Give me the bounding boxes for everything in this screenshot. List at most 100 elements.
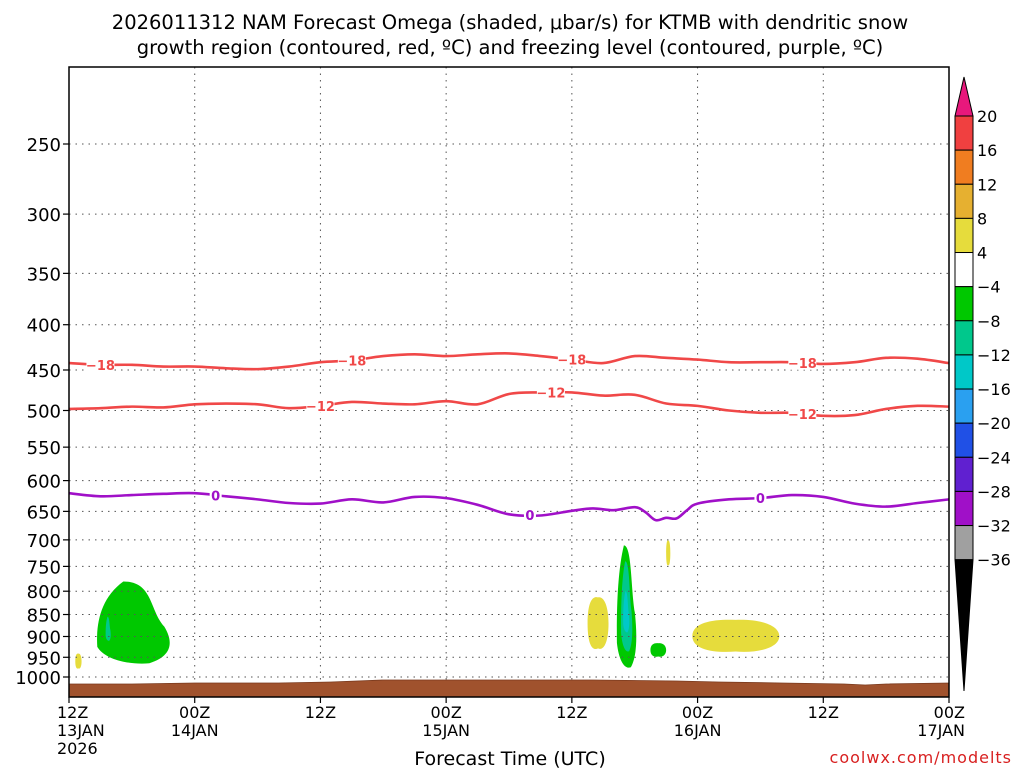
y-tick-label-700: 700 bbox=[27, 531, 61, 552]
y-tick-label-300: 300 bbox=[27, 205, 61, 226]
colorbar-label-13: −36 bbox=[977, 551, 1011, 570]
contour-label-2-1: 0 bbox=[525, 509, 534, 524]
contour-label-0-0: −18 bbox=[86, 359, 115, 374]
x-tick-label-0-0: 12Z bbox=[57, 703, 88, 722]
contour-label-bg-1-1 bbox=[536, 384, 565, 400]
x-tick-label-12-0: 00Z bbox=[179, 703, 210, 722]
y-tick-label-900: 900 bbox=[27, 627, 61, 648]
plot-frame bbox=[68, 66, 950, 698]
colorbar-label-4: 4 bbox=[977, 244, 987, 263]
colorbar-swatch-7 bbox=[954, 320, 974, 356]
colorbar-swatch-6 bbox=[954, 286, 974, 322]
contour-label-bg-2-1 bbox=[523, 507, 536, 523]
contour-label-bg-0-3 bbox=[788, 354, 817, 370]
y-tick-label-800: 800 bbox=[27, 582, 61, 603]
colorbar-label-12: −32 bbox=[977, 517, 1011, 536]
colorbar-swatch-5 bbox=[954, 252, 974, 288]
colorbar-label-7: −12 bbox=[977, 346, 1011, 365]
contour-label-0-1: −18 bbox=[337, 354, 366, 369]
source-credit: coolwx.com/modelts bbox=[830, 748, 1012, 767]
colorbar-label-5: −4 bbox=[977, 278, 1001, 297]
contour-label-0-2: −18 bbox=[557, 354, 586, 369]
colorbar-swatch-12 bbox=[954, 490, 974, 527]
y-tick-label-250: 250 bbox=[27, 135, 61, 156]
colorbar-label-0: 20 bbox=[977, 107, 997, 126]
omega-shaded-region-9 bbox=[692, 619, 780, 652]
omega-shaded-region-0 bbox=[97, 581, 170, 664]
colorbar-label-9: −20 bbox=[977, 414, 1011, 433]
x-tick-label-84-0: 00Z bbox=[934, 703, 965, 722]
colorbar-label-3: 8 bbox=[977, 209, 987, 228]
omega-shaded-region-5 bbox=[623, 591, 630, 633]
x-tick-label-84-1: 17JAN bbox=[917, 721, 965, 740]
colorbar-swatch-9 bbox=[954, 388, 974, 424]
colorbar-swatch-13 bbox=[954, 525, 974, 561]
contour-label-1-1: −12 bbox=[536, 386, 565, 401]
chart-title-line-1: 2026011312 NAM Forecast Omega (shaded, μ… bbox=[112, 11, 908, 34]
x-tick-label-36-1: 15JAN bbox=[422, 721, 470, 740]
omega-shaded-region-7 bbox=[587, 597, 609, 650]
y-tick-label-600: 600 bbox=[27, 472, 61, 493]
y-tick-label-350: 350 bbox=[27, 264, 61, 285]
colorbar: 20 16 12 8 4 −4 −8 −12 −16 −20 −24 −28 −32 −36 bbox=[954, 76, 1011, 692]
omega-shaded-region-8 bbox=[666, 540, 671, 566]
y-tick-label-400: 400 bbox=[27, 316, 61, 337]
colorbar-label-6: −8 bbox=[977, 312, 1001, 331]
terrain-band bbox=[68, 679, 950, 698]
contour-label-bg-0-2 bbox=[557, 351, 586, 367]
contour-label-2-0: 0 bbox=[211, 489, 220, 504]
contour-label-bg-0-1 bbox=[337, 352, 366, 368]
contour-label-bg-2-2 bbox=[754, 490, 767, 506]
colorbar-swatch-4 bbox=[954, 217, 974, 254]
contour-line-2 bbox=[69, 491, 949, 522]
contour-label-bg-1-2 bbox=[788, 405, 817, 421]
contour-label-bg-0-0 bbox=[86, 356, 115, 372]
y-tick-label-750: 750 bbox=[27, 557, 61, 578]
x-tick-label-48-0: 12Z bbox=[556, 703, 587, 722]
x-tick-label-72-0: 12Z bbox=[808, 703, 839, 722]
chart-title-line-2: growth region (contoured, red, ºC) and f… bbox=[137, 36, 884, 59]
x-tick-label-12-1: 14JAN bbox=[171, 721, 219, 740]
omega-shaded-region-2 bbox=[75, 653, 82, 669]
y-tick-label-550: 550 bbox=[27, 438, 61, 459]
colorbar-bottom-arrow bbox=[954, 559, 974, 692]
terrain-layer bbox=[68, 679, 950, 698]
x-axis-title: Forecast Time (UTC) bbox=[414, 748, 605, 768]
y-axis: 2503003504004505005506006507007508008509… bbox=[15, 135, 69, 689]
y-tick-label-850: 850 bbox=[27, 606, 61, 627]
y-tick-label-950: 950 bbox=[27, 648, 61, 669]
contour-label-bg-2-0 bbox=[209, 487, 222, 503]
colorbar-swatch-2 bbox=[954, 149, 974, 185]
x-tick-label-60-1: 16JAN bbox=[674, 721, 722, 740]
colorbar-swatch-1 bbox=[954, 115, 974, 151]
contour-label-0-3: −18 bbox=[788, 357, 817, 372]
y-tick-label-650: 650 bbox=[27, 502, 61, 523]
colorbar-label-2: 12 bbox=[977, 175, 997, 194]
omega-shaded-region-1 bbox=[105, 616, 111, 641]
colorbar-label-11: −28 bbox=[977, 482, 1011, 501]
x-tick-label-0-2: 2026 bbox=[57, 739, 98, 758]
colorbar-label-8: −16 bbox=[977, 380, 1011, 399]
y-tick-label-450: 450 bbox=[27, 361, 61, 382]
contour-label-1-2: −12 bbox=[788, 408, 817, 423]
contour-label-bg-1-0 bbox=[306, 397, 335, 413]
y-tick-label-500: 500 bbox=[27, 402, 61, 423]
x-tick-label-36-0: 00Z bbox=[430, 703, 461, 722]
omega-shading-layer bbox=[75, 540, 780, 669]
contour-label-1-0: −12 bbox=[306, 400, 335, 415]
colorbar-swatch-8 bbox=[954, 354, 974, 390]
x-tick-label-0-1: 13JAN bbox=[57, 721, 105, 740]
colorbar-label-1: 16 bbox=[977, 141, 997, 160]
colorbar-swatch-10 bbox=[954, 422, 974, 458]
x-tick-label-60-0: 00Z bbox=[682, 703, 713, 722]
colorbar-swatch-11 bbox=[954, 456, 974, 492]
omega-shaded-region-6 bbox=[650, 643, 667, 657]
y-tick-label-1000: 1000 bbox=[15, 668, 61, 689]
colorbar-swatch-3 bbox=[954, 183, 974, 219]
contour-layer: −18 −18 −18 −18 −12 −12 −12 0 0 0 bbox=[69, 351, 949, 524]
x-tick-label-24-0: 12Z bbox=[305, 703, 336, 722]
contour-label-2-2: 0 bbox=[756, 492, 765, 507]
